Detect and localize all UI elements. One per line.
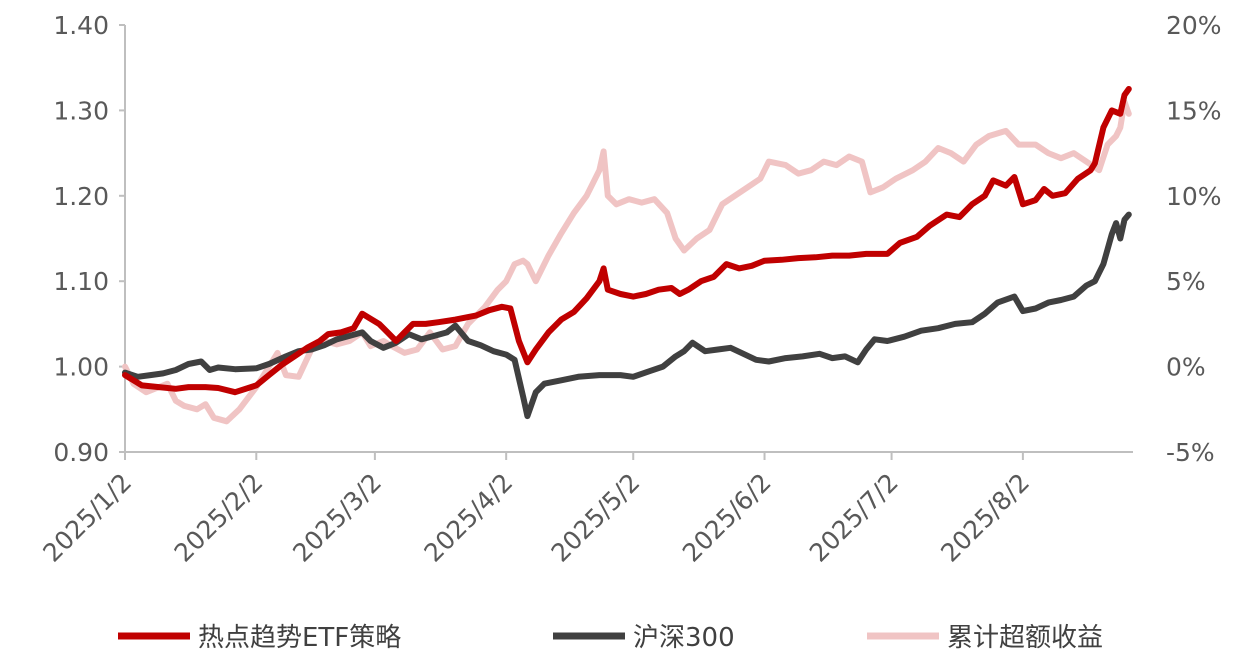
- y-right-tick-label: 0%: [1166, 353, 1206, 382]
- series-line-2: [122, 98, 1132, 425]
- series-line-0: [122, 86, 1132, 396]
- y-left-tick-label: 1.30: [53, 96, 109, 125]
- chart-legend: 热点趋势ETF策略 沪深300 累计超额收益: [118, 623, 1103, 653]
- y-left-tick-label: 1.00: [53, 353, 109, 382]
- x-tick-label: 2025/7/2: [804, 468, 904, 568]
- x-tick-label: 2025/4/2: [419, 468, 519, 568]
- y-right-tick-label: 15%: [1166, 96, 1222, 125]
- series-line-1: [122, 211, 1132, 420]
- x-tick-label: 2025/8/2: [935, 468, 1035, 568]
- chart-axes: 0.90 1.00 1.10 1.20 1.30 1.40 -5% 0% 5% 10% 15% 20%…: [37, 11, 1221, 568]
- y-left-tick-label: 1.10: [53, 267, 109, 296]
- chart-series: [122, 86, 1132, 425]
- x-tick-label: 2025/2/2: [169, 468, 269, 568]
- legend-label-2: 累计超额收益: [947, 623, 1103, 653]
- y-left-tick-label: 0.90: [53, 438, 109, 467]
- y-right-tick-label: 10%: [1166, 182, 1222, 211]
- x-tick-label: 2025/1/2: [37, 468, 137, 568]
- x-tick-label: 2025/3/2: [287, 468, 387, 568]
- legend-label-1: 沪深300: [633, 623, 735, 653]
- y-right-tick-label: 20%: [1166, 11, 1222, 40]
- y-left-tick-label: 1.40: [53, 11, 109, 40]
- legend-label-0: 热点趋势ETF策略: [198, 623, 401, 653]
- y-right-tick-label: 5%: [1166, 267, 1206, 296]
- y-right-tick-label: -5%: [1166, 438, 1215, 467]
- x-tick-label: 2025/6/2: [677, 468, 777, 568]
- y-left-tick-label: 1.20: [53, 182, 109, 211]
- x-tick-label: 2025/5/2: [546, 468, 646, 568]
